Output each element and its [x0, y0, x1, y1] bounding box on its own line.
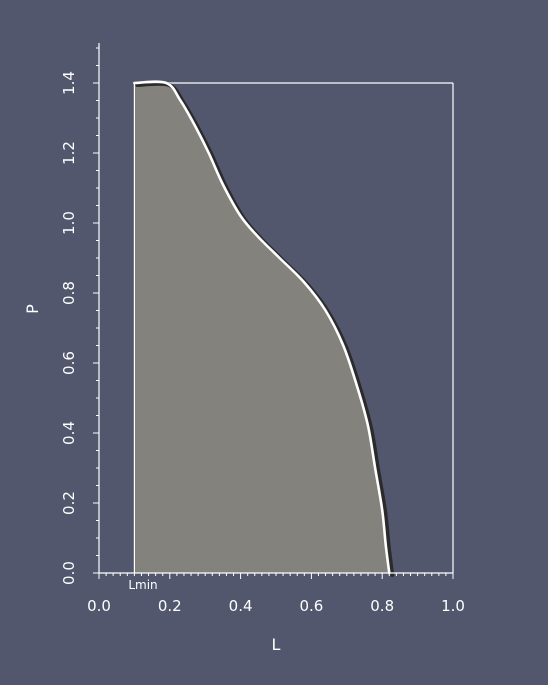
x-tick-label: 1.0 — [441, 597, 465, 615]
y-axis-title: P — [23, 304, 42, 314]
y-tick-label: 1.2 — [60, 141, 78, 165]
y-tick-label: 0.4 — [60, 421, 78, 445]
x-tick-label: 0.6 — [299, 597, 323, 615]
lmin-annotation: Lmin — [128, 578, 157, 592]
ticks-group — [93, 47, 454, 579]
x-tick-label: 0.2 — [158, 597, 182, 615]
x-axis-title: L — [272, 635, 281, 654]
x-tick-label: 0.8 — [370, 597, 394, 615]
curve-line — [133, 80, 391, 575]
y-tick-label: 0.0 — [60, 561, 78, 585]
y-tick-label: 0.2 — [60, 491, 78, 515]
area-fill — [134, 81, 390, 574]
area-fill-group — [134, 81, 390, 574]
y-tick-label: 0.8 — [60, 281, 78, 305]
tick-labels-group: 0.0 0.2 0.4 0.6 0.8 1.0 0.0 0.2 0.4 0.6 0.8 1.0 1.2 1… — [60, 71, 465, 615]
x-tick-label: 0.0 — [87, 597, 111, 615]
bounding-box-group — [133, 82, 454, 573]
y-tick-label: 1.4 — [60, 71, 78, 95]
y-tick-label: 1.0 — [60, 211, 78, 235]
x-tick-label: 0.4 — [229, 597, 253, 615]
y-tick-label: 0.6 — [60, 351, 78, 375]
curve-group — [133, 80, 395, 577]
